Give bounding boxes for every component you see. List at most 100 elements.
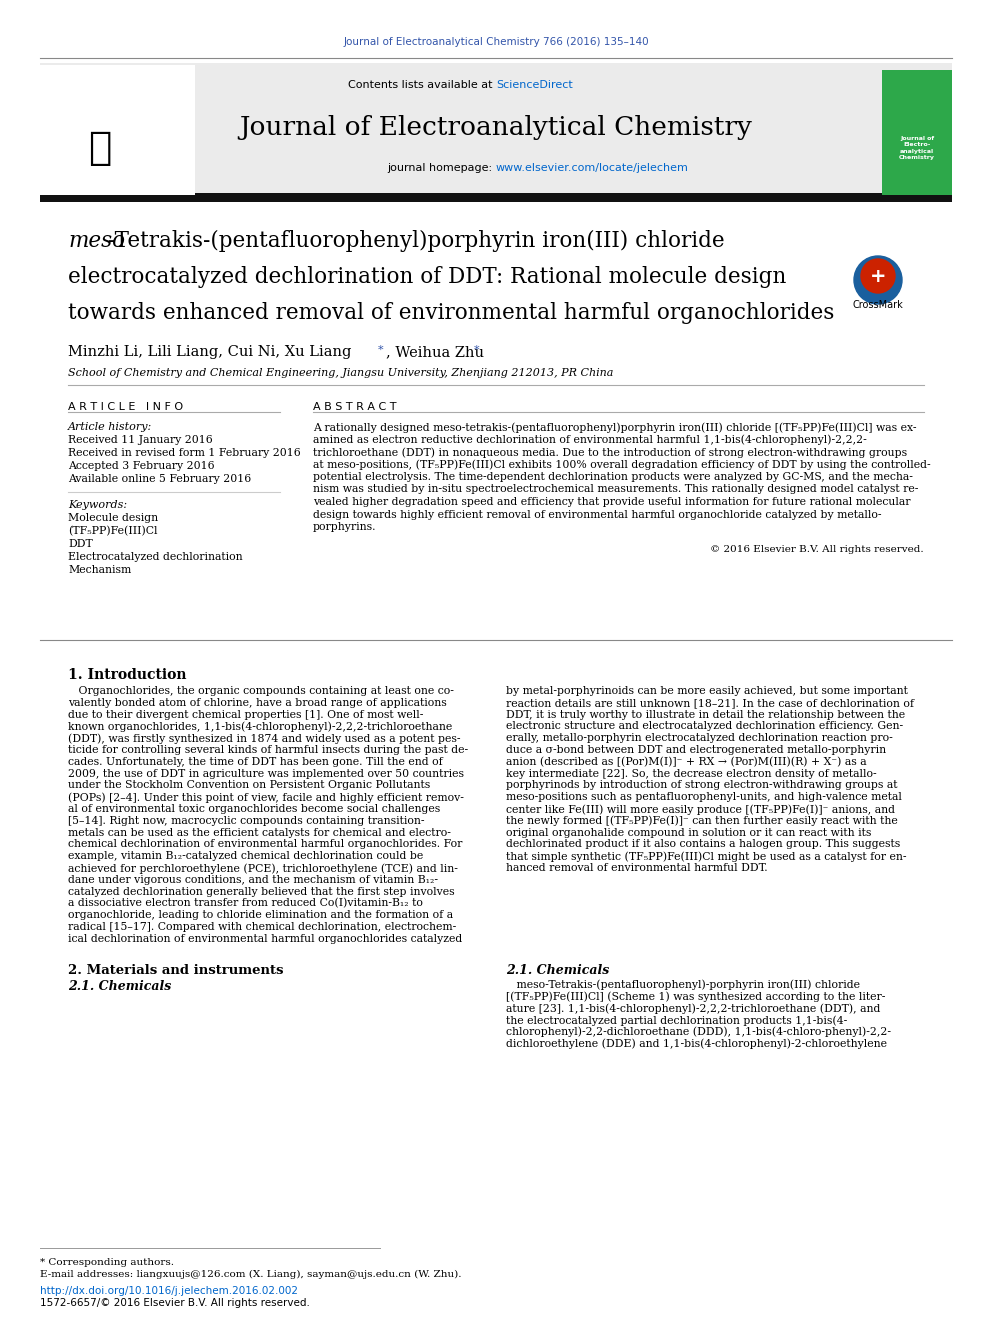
Text: 🌳: 🌳 <box>88 130 112 167</box>
Text: duce a σ-bond between DDT and electrogenerated metallo-porphyrin: duce a σ-bond between DDT and electrogen… <box>506 745 886 755</box>
Text: ELSEVIER: ELSEVIER <box>60 175 141 189</box>
Text: vealed higher degradation speed and efficiency that provide useful information f: vealed higher degradation speed and effi… <box>313 497 911 507</box>
Text: reaction details are still unknown [18–21]. In the case of dechlorination of: reaction details are still unknown [18–2… <box>506 697 914 708</box>
Text: 1572-6657/© 2016 Elsevier B.V. All rights reserved.: 1572-6657/© 2016 Elsevier B.V. All right… <box>40 1298 310 1308</box>
Text: A B S T R A C T: A B S T R A C T <box>313 402 397 411</box>
Text: al of environmental toxic organochlorides become social challenges: al of environmental toxic organochloride… <box>68 804 440 814</box>
Text: DDT, it is truly worthy to illustrate in detail the relationship between the: DDT, it is truly worthy to illustrate in… <box>506 709 905 720</box>
Text: *: * <box>378 345 384 355</box>
Text: 2. Materials and instruments: 2. Materials and instruments <box>68 963 284 976</box>
Text: at meso-positions, (TF₅PP)Fe(III)Cl exhibits 100% overall degradation efficiency: at meso-positions, (TF₅PP)Fe(III)Cl exhi… <box>313 459 930 470</box>
Text: amined as electron reductive dechlorination of environmental harmful 1,1-bis(4-c: amined as electron reductive dechlorinat… <box>313 434 867 445</box>
Text: a dissociative electron transfer from reduced Co(I)vitamin-B₁₂ to: a dissociative electron transfer from re… <box>68 898 423 909</box>
Text: Journal of Electroanalytical Chemistry: Journal of Electroanalytical Chemistry <box>239 115 753 140</box>
Text: CrossMark: CrossMark <box>853 300 904 310</box>
Text: Contents lists available at: Contents lists available at <box>348 79 496 90</box>
Text: * Corresponding authors.: * Corresponding authors. <box>40 1258 174 1267</box>
Text: known organochlorides, 1,1-bis(4-chlorophenyl)-2,2,2-trichloroethane: known organochlorides, 1,1-bis(4-chlorop… <box>68 721 452 732</box>
Circle shape <box>854 255 902 304</box>
Bar <box>40 193 952 202</box>
Text: example, vitamin B₁₂-catalyzed chemical dechlorination could be: example, vitamin B₁₂-catalyzed chemical … <box>68 851 424 861</box>
Text: towards enhanced removal of environmental harmful organochlorides: towards enhanced removal of environmenta… <box>68 302 834 324</box>
Text: that simple synthetic (TF₅PP)Fe(III)Cl might be used as a catalyst for en-: that simple synthetic (TF₅PP)Fe(III)Cl m… <box>506 851 907 861</box>
Text: ticide for controlling several kinds of harmful insects during the past de-: ticide for controlling several kinds of … <box>68 745 468 755</box>
Text: meso-positions such as pentafluorophenyl-units, and high-valence metal: meso-positions such as pentafluorophenyl… <box>506 792 902 802</box>
Text: dichloroethylene (DDE) and 1,1-bis(4-chlorophenyl)-2-chloroethylene: dichloroethylene (DDE) and 1,1-bis(4-chl… <box>506 1039 887 1049</box>
Text: design towards highly efficient removal of environmental harmful organochloride : design towards highly efficient removal … <box>313 509 882 520</box>
Text: 2009, the use of DDT in agriculture was implemented over 50 countries: 2009, the use of DDT in agriculture was … <box>68 769 464 779</box>
Text: Journal of
Electro-
analytical
Chemistry: Journal of Electro- analytical Chemistry <box>899 136 935 160</box>
Text: the newly formed [(TF₅PP)Fe(I)]⁻ can then further easily react with the: the newly formed [(TF₅PP)Fe(I)]⁻ can the… <box>506 816 898 827</box>
Text: organochloride, leading to chloride elimination and the formation of a: organochloride, leading to chloride elim… <box>68 910 453 921</box>
Text: Molecule design: Molecule design <box>68 513 158 523</box>
Text: (TF₅PP)Fe(III)Cl: (TF₅PP)Fe(III)Cl <box>68 527 158 536</box>
Text: Available online 5 February 2016: Available online 5 February 2016 <box>68 474 251 484</box>
Text: chemical dechlorination of environmental harmful organochlorides. For: chemical dechlorination of environmental… <box>68 839 462 849</box>
Circle shape <box>861 259 895 292</box>
Text: ature [23]. 1,1-bis(4-chlorophenyl)-2,2,2-trichloroethane (DDT), and: ature [23]. 1,1-bis(4-chlorophenyl)-2,2,… <box>506 1003 880 1013</box>
Text: (POPs) [2–4]. Under this point of view, facile and highly efficient remov-: (POPs) [2–4]. Under this point of view, … <box>68 792 464 803</box>
Text: A R T I C L E   I N F O: A R T I C L E I N F O <box>68 402 184 411</box>
Text: journal homepage:: journal homepage: <box>387 163 496 173</box>
Text: erally, metallo-porphyrin electrocatalyzed dechlorination reaction pro-: erally, metallo-porphyrin electrocatalyz… <box>506 733 893 744</box>
Text: 1. Introduction: 1. Introduction <box>68 668 186 681</box>
Text: School of Chemistry and Chemical Engineering, Jiangsu University, Zhenjiang 2120: School of Chemistry and Chemical Enginee… <box>68 368 613 378</box>
Text: the electrocatalyzed partial dechlorination products 1,1-bis(4-: the electrocatalyzed partial dechlorinat… <box>506 1015 847 1025</box>
Text: E-mail addresses: liangxuujs@126.com (X. Liang), sayman@ujs.edu.cn (W. Zhu).: E-mail addresses: liangxuujs@126.com (X.… <box>40 1270 461 1279</box>
Bar <box>882 70 952 194</box>
Text: Minzhi Li, Lili Liang, Cui Ni, Xu Liang: Minzhi Li, Lili Liang, Cui Ni, Xu Liang <box>68 345 356 359</box>
Text: valently bonded atom of chlorine, have a broad range of applications: valently bonded atom of chlorine, have a… <box>68 697 446 708</box>
Text: DDT: DDT <box>68 538 92 549</box>
Text: [(TF₅PP)Fe(III)Cl] (Scheme 1) was synthesized according to the liter-: [(TF₅PP)Fe(III)Cl] (Scheme 1) was synthe… <box>506 991 886 1002</box>
Text: dane under vigorous conditions, and the mechanism of vitamin B₁₂-: dane under vigorous conditions, and the … <box>68 875 438 885</box>
Text: Accepted 3 February 2016: Accepted 3 February 2016 <box>68 460 214 471</box>
Text: www.elsevier.com/locate/jelechem: www.elsevier.com/locate/jelechem <box>496 163 688 173</box>
Text: original organohalide compound in solution or it can react with its: original organohalide compound in soluti… <box>506 828 871 837</box>
Text: meso: meso <box>68 230 125 251</box>
Text: anion (described as [(Por)M(I)]⁻ + RX → (Por)M(III)(R) + X⁻) as a: anion (described as [(Por)M(I)]⁻ + RX → … <box>506 757 867 767</box>
Text: 2.1. Chemicals: 2.1. Chemicals <box>506 963 609 976</box>
Text: due to their divergent chemical properties [1]. One of most well-: due to their divergent chemical properti… <box>68 709 424 720</box>
Text: *: * <box>474 345 479 355</box>
Text: key intermediate [22]. So, the decrease electron density of metallo-: key intermediate [22]. So, the decrease … <box>506 769 877 779</box>
Text: trichloroethane (DDT) in nonaqueous media. Due to the introduction of strong ele: trichloroethane (DDT) in nonaqueous medi… <box>313 447 907 458</box>
Text: by metal-porphyrinoids can be more easily achieved, but some important: by metal-porphyrinoids can be more easil… <box>506 687 908 696</box>
Text: +: + <box>870 266 886 286</box>
Text: A rationally designed meso-tetrakis-(pentafluorophenyl)porphyrin iron(III) chlor: A rationally designed meso-tetrakis-(pen… <box>313 422 917 433</box>
Text: Received 11 January 2016: Received 11 January 2016 <box>68 435 212 445</box>
Text: hanced removal of environmental harmful DDT.: hanced removal of environmental harmful … <box>506 863 768 873</box>
Text: electrocatalyzed dechlorination of DDT: Rational molecule design: electrocatalyzed dechlorination of DDT: … <box>68 266 787 288</box>
Text: cades. Unfortunately, the time of DDT has been gone. Till the end of: cades. Unfortunately, the time of DDT ha… <box>68 757 442 767</box>
Text: , Weihua Zhu: , Weihua Zhu <box>386 345 489 359</box>
Text: (DDT), was firstly synthesized in 1874 and widely used as a potent pes-: (DDT), was firstly synthesized in 1874 a… <box>68 733 460 744</box>
Text: metals can be used as the efficient catalysts for chemical and electro-: metals can be used as the efficient cata… <box>68 828 451 837</box>
Bar <box>40 65 195 194</box>
Text: [5–14]. Right now, macrocyclic compounds containing transition-: [5–14]. Right now, macrocyclic compounds… <box>68 816 425 826</box>
Text: radical [15–17]. Compared with chemical dechlorination, electrochem-: radical [15–17]. Compared with chemical … <box>68 922 456 931</box>
Text: Organochlorides, the organic compounds containing at least one co-: Organochlorides, the organic compounds c… <box>68 687 454 696</box>
Text: achieved for perchloroethylene (PCE), trichloroethylene (TCE) and lin-: achieved for perchloroethylene (PCE), tr… <box>68 863 458 873</box>
Text: potential electrolysis. The time-dependent dechlorination products were analyzed: potential electrolysis. The time-depende… <box>313 472 913 482</box>
Text: catalyzed dechlorination generally believed that the first step involves: catalyzed dechlorination generally belie… <box>68 886 454 897</box>
Text: © 2016 Elsevier B.V. All rights reserved.: © 2016 Elsevier B.V. All rights reserved… <box>710 545 924 553</box>
Text: center like Fe(III) will more easily produce [(TF₅PP)Fe(I)]⁻ anions, and: center like Fe(III) will more easily pro… <box>506 804 895 815</box>
Text: 2.1. Chemicals: 2.1. Chemicals <box>68 979 172 992</box>
Text: electronic structure and electrocatalyzed dechlorination efficiency. Gen-: electronic structure and electrocatalyze… <box>506 721 903 732</box>
Text: porphyrinods by introduction of strong electron-withdrawing groups at: porphyrinods by introduction of strong e… <box>506 781 898 790</box>
Text: Received in revised form 1 February 2016: Received in revised form 1 February 2016 <box>68 448 301 458</box>
Text: under the Stockholm Convention on Persistent Organic Pollutants: under the Stockholm Convention on Persis… <box>68 781 431 790</box>
Text: chlorophenyl)-2,2-dichloroethane (DDD), 1,1-bis(4-chloro-phenyl)-2,2-: chlorophenyl)-2,2-dichloroethane (DDD), … <box>506 1027 891 1037</box>
Text: Electrocatalyzed dechlorination: Electrocatalyzed dechlorination <box>68 552 243 562</box>
Bar <box>40 64 952 194</box>
Text: meso-Tetrakis-(pentafluorophenyl)-porphyrin iron(III) chloride: meso-Tetrakis-(pentafluorophenyl)-porphy… <box>506 979 860 990</box>
Text: ScienceDirect: ScienceDirect <box>496 79 572 90</box>
Text: http://dx.doi.org/10.1016/j.jelechem.2016.02.002: http://dx.doi.org/10.1016/j.jelechem.201… <box>40 1286 298 1297</box>
Text: -Tetrakis-(pentafluorophenyl)porphyrin iron(III) chloride: -Tetrakis-(pentafluorophenyl)porphyrin i… <box>108 230 724 253</box>
Text: porphyrins.: porphyrins. <box>313 523 377 532</box>
Text: ical dechlorination of environmental harmful organochlorides catalyzed: ical dechlorination of environmental har… <box>68 934 462 943</box>
Text: Keywords:: Keywords: <box>68 500 127 509</box>
Text: dechlorinated product if it also contains a halogen group. This suggests: dechlorinated product if it also contain… <box>506 839 901 849</box>
Text: Journal of Electroanalytical Chemistry 766 (2016) 135–140: Journal of Electroanalytical Chemistry 7… <box>343 37 649 48</box>
Text: Article history:: Article history: <box>68 422 152 433</box>
Text: nism was studied by in-situ spectroelectrochemical measurements. This rationally: nism was studied by in-situ spectroelect… <box>313 484 919 495</box>
